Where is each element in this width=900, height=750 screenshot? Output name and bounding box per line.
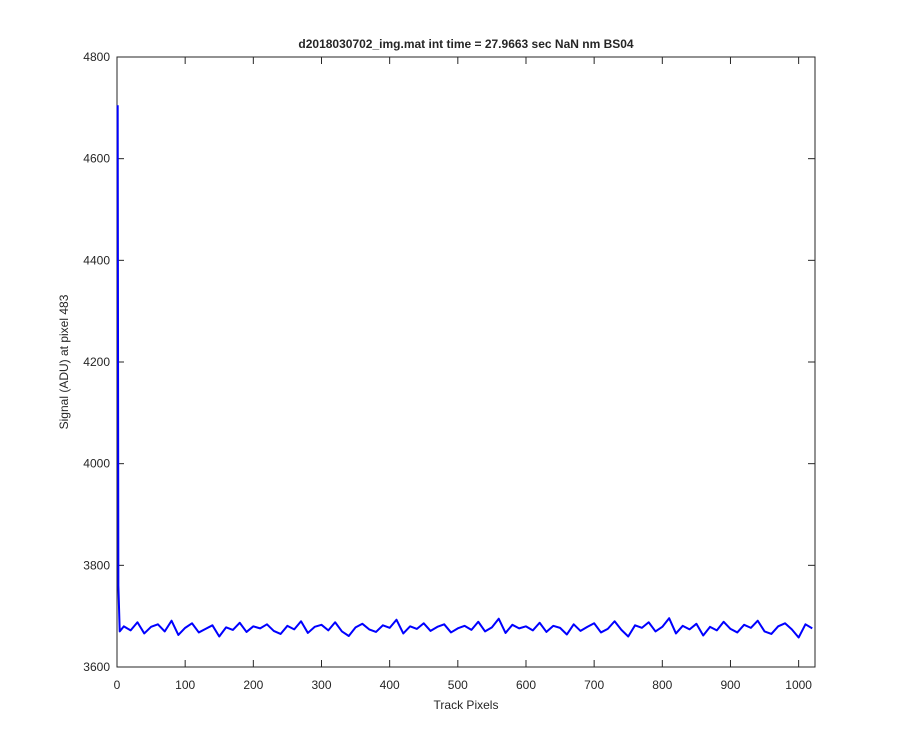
x-tick-label: 100 — [175, 678, 195, 692]
x-tick-label: 700 — [584, 678, 604, 692]
x-tick-label: 900 — [720, 678, 740, 692]
data-line — [116, 105, 813, 639]
y-tick-label: 3800 — [83, 558, 110, 572]
x-tick-label: 600 — [516, 678, 536, 692]
y-tick-label: 4200 — [83, 355, 110, 369]
y-tick-label: 4000 — [83, 457, 110, 471]
y-tick-label: 4600 — [83, 152, 110, 166]
x-tick-label: 200 — [243, 678, 263, 692]
chart-title: d2018030702_img.mat int time = 27.9663 s… — [298, 37, 634, 51]
x-tick-label: 300 — [311, 678, 331, 692]
y-axis-label: Signal (ADU) at pixel 483 — [57, 294, 71, 429]
x-tick-label: 1000 — [785, 678, 812, 692]
y-tick-label: 4400 — [83, 253, 110, 267]
x-tick-label: 500 — [448, 678, 468, 692]
x-axis-label: Track Pixels — [434, 698, 499, 712]
y-tick-label: 3600 — [83, 660, 110, 674]
x-tick-label: 0 — [114, 678, 121, 692]
y-tick-label: 4800 — [83, 50, 110, 64]
x-tick-label: 800 — [652, 678, 672, 692]
x-tick-label: 400 — [380, 678, 400, 692]
